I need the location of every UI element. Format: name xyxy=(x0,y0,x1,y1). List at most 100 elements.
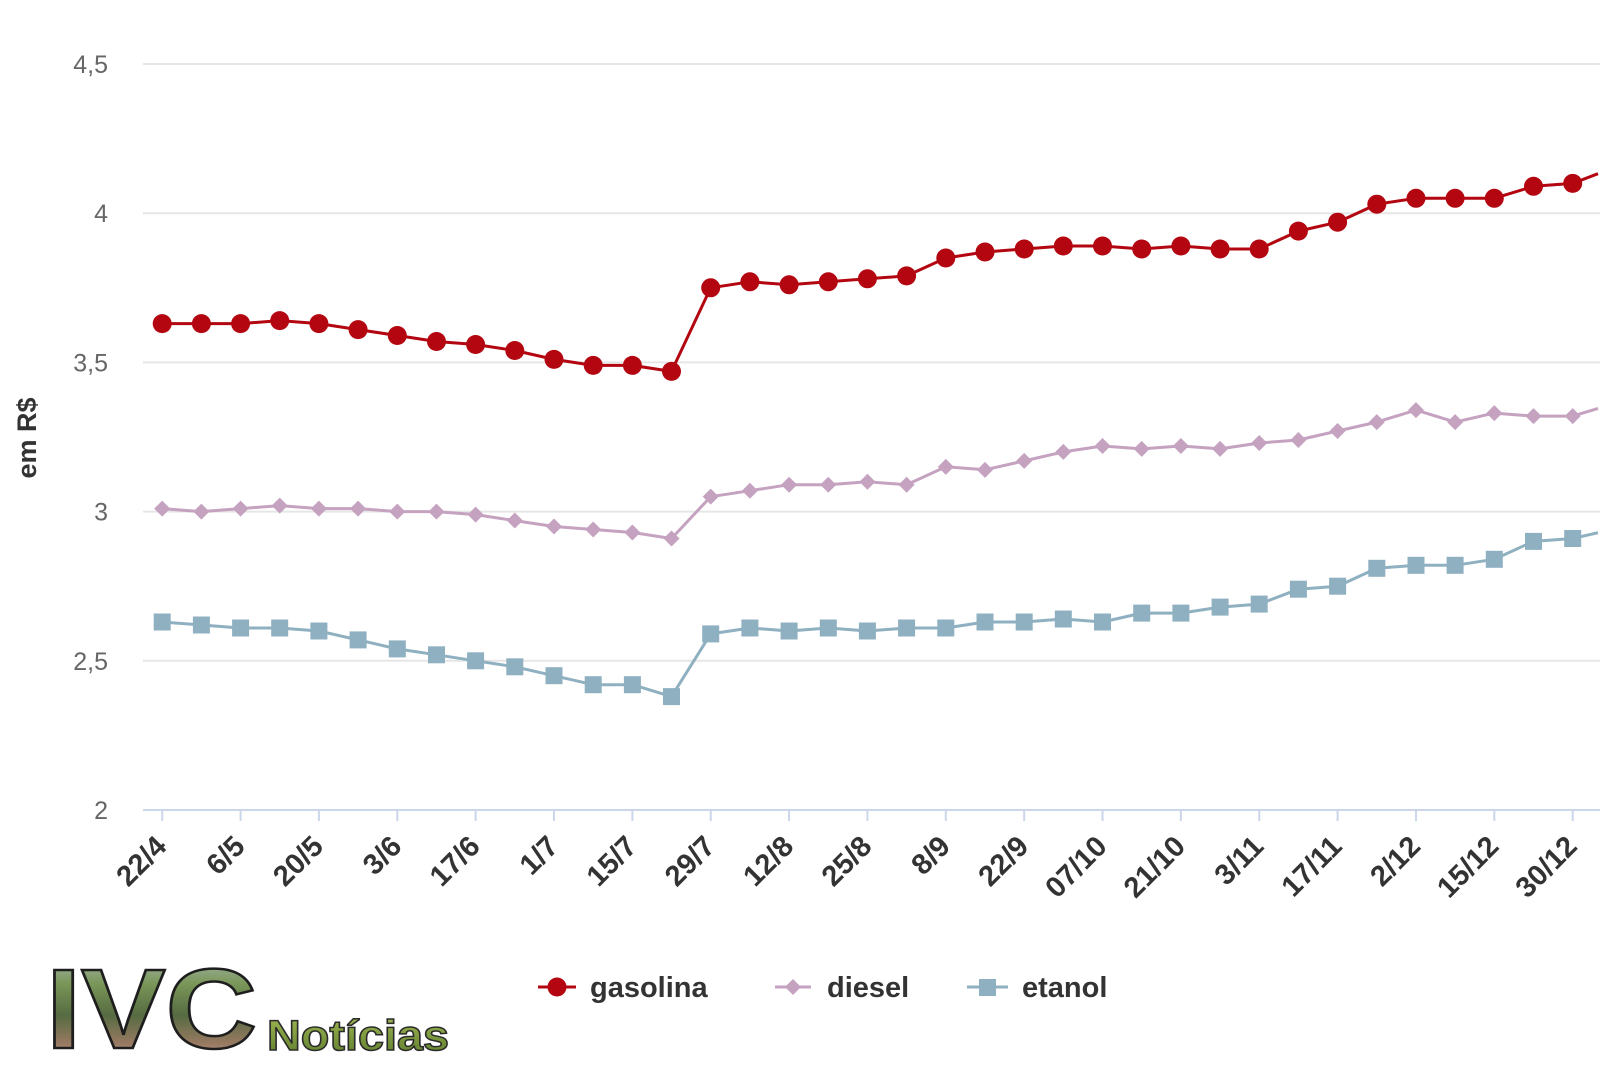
x-axis: 22/4 6/5 20/5 3/6 17/6 1/7 15/7 29/7 12/8 25/8 8/9… xyxy=(111,809,1600,904)
diesel-point xyxy=(467,506,484,523)
x-tick-label: 20/5 xyxy=(267,830,330,893)
diesel-point xyxy=(1407,402,1424,419)
gasolina-point xyxy=(466,335,486,354)
gasolina-point xyxy=(152,314,172,334)
gasolina-point xyxy=(701,278,721,298)
x-tick-label: 8/9 xyxy=(906,830,957,881)
etanol-point xyxy=(898,619,916,637)
x-tick-label: 21/10 xyxy=(1118,830,1192,904)
diesel-point xyxy=(820,476,837,493)
gasolina-point xyxy=(1445,188,1465,208)
etanol-point xyxy=(780,622,798,640)
x-tick-label: 15/7 xyxy=(581,830,644,893)
etanol-point xyxy=(467,652,485,670)
gasolina-point xyxy=(1367,194,1387,214)
diesel-point xyxy=(1368,414,1385,431)
gasolina-point xyxy=(1484,188,1504,208)
diesel-point xyxy=(702,488,719,505)
etanol-point xyxy=(310,622,328,640)
diesel-point xyxy=(1094,437,1111,454)
diesel-point xyxy=(1133,440,1150,457)
x-tick-label: 17/11 xyxy=(1276,830,1349,903)
etanol-point xyxy=(937,619,955,637)
x-tick-label: 25/8 xyxy=(816,830,879,893)
y-tick-label: 4 xyxy=(94,200,108,228)
etanol-point xyxy=(1525,532,1542,550)
gasolina-point xyxy=(662,361,681,381)
etanol-point xyxy=(271,619,289,637)
legend-item-etanol[interactable]: etanol xyxy=(967,972,1107,1004)
gasolina-point xyxy=(231,314,251,334)
diesel-point xyxy=(350,500,367,517)
diesel-point xyxy=(232,500,249,517)
etanol-point xyxy=(192,616,210,634)
gasolina-point xyxy=(1563,173,1583,193)
etanol-point xyxy=(545,667,563,685)
etanol-point xyxy=(388,640,406,658)
etanol-point xyxy=(1407,556,1425,574)
logo-noticias-text: Notícias xyxy=(267,1012,449,1060)
legend-label: diesel xyxy=(827,972,909,1004)
series-etanol xyxy=(153,530,1599,706)
legend-item-diesel[interactable]: diesel xyxy=(775,972,909,1004)
diesel-point xyxy=(937,458,954,475)
diesel-point xyxy=(663,530,680,547)
etanol-point xyxy=(1054,610,1072,628)
etanol-point xyxy=(232,619,250,637)
diesel-line xyxy=(162,406,1599,540)
series-layer xyxy=(152,172,1599,706)
gasolina-point xyxy=(191,314,211,334)
x-tick-label: 15/12 xyxy=(1431,830,1505,904)
diesel-point xyxy=(1329,423,1346,440)
y-tick-label: 2,5 xyxy=(73,648,108,676)
diesel-point xyxy=(506,512,523,529)
etanol-point xyxy=(1289,580,1307,598)
legend-item-gasolina[interactable]: gasolina xyxy=(538,972,709,1004)
legend-diamond-marker xyxy=(785,979,801,995)
gasolina-point xyxy=(1014,239,1034,259)
etanol-point xyxy=(1485,550,1503,568)
gasolina-point xyxy=(1053,236,1073,256)
diesel-point xyxy=(1212,440,1229,457)
legend-circle-marker xyxy=(547,977,567,997)
diesel-point xyxy=(271,497,288,514)
logo-ivc-text: IVC xyxy=(46,946,257,1066)
diesel-point xyxy=(1290,431,1307,448)
etanol-point xyxy=(428,646,445,664)
diesel-point xyxy=(1525,408,1542,425)
legend-square-marker xyxy=(979,979,996,996)
legend-label: gasolina xyxy=(590,972,709,1004)
diesel-point xyxy=(193,503,210,520)
etanol-point xyxy=(1172,604,1190,622)
x-tick-label: 30/12 xyxy=(1510,830,1584,904)
gasolina-point xyxy=(897,266,917,286)
gasolina-point xyxy=(309,314,329,334)
x-tick-label: 22/4 xyxy=(111,830,174,893)
x-tick-label: 12/8 xyxy=(738,830,801,893)
diesel-point xyxy=(310,500,327,517)
etanol-point xyxy=(1133,604,1151,622)
diesel-point xyxy=(859,473,876,490)
legend: gasolina diesel etanol xyxy=(538,972,1107,1004)
x-tick-label: 6/5 xyxy=(200,830,251,881)
x-tick-label: 2/12 xyxy=(1364,830,1427,893)
diesel-point xyxy=(1055,443,1072,460)
gasolina-point xyxy=(1524,176,1543,196)
gasolina-point xyxy=(740,272,760,292)
series-gasolina xyxy=(152,172,1599,381)
diesel-point xyxy=(624,524,641,541)
gasolina-point xyxy=(1210,239,1230,259)
etanol-point xyxy=(1329,577,1347,595)
diesel-point xyxy=(546,518,562,535)
etanol-point xyxy=(1250,595,1268,613)
etanol-point xyxy=(584,676,602,694)
diesel-point xyxy=(781,476,798,493)
gasolina-point xyxy=(505,341,525,360)
etanol-point xyxy=(153,613,171,631)
series-diesel xyxy=(154,402,1599,547)
gasolina-point xyxy=(1288,221,1308,241)
gasolina-point xyxy=(818,272,838,292)
y-tick-label: 3,5 xyxy=(73,349,108,377)
logo: IVC Notícias xyxy=(45,945,450,1066)
